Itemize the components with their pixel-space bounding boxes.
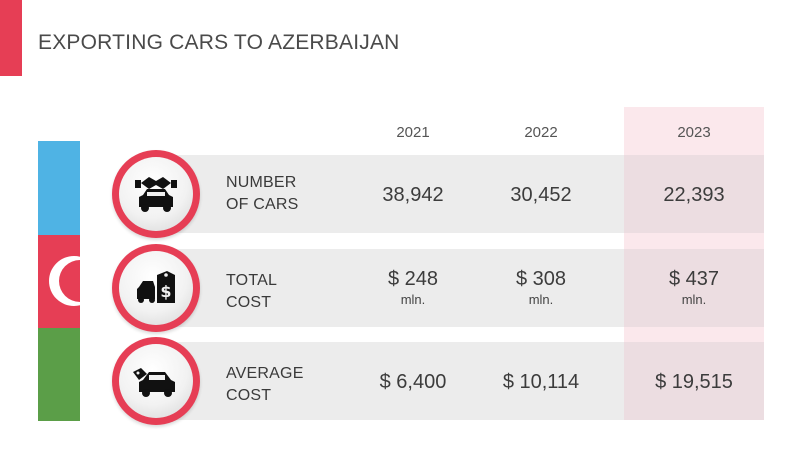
icon-circle [112, 337, 200, 425]
value-cell: 38,942 [382, 184, 444, 206]
row-highlight-cell [624, 249, 764, 327]
year-header-2023: 2023 [677, 124, 711, 141]
handshake-car-icon [135, 177, 177, 212]
value-cell: 22,393 [663, 184, 725, 206]
value-cell: $ 248 mln. [345, 268, 481, 307]
cars-price-tag-icon: $ [137, 271, 175, 303]
row-label-average-cost: AVERAGE COST [226, 365, 304, 404]
icon-circle: $ [112, 244, 200, 332]
value-cell: $ 308 mln. [473, 268, 609, 307]
crescent-icon [49, 256, 80, 306]
title-accent-bar [0, 0, 22, 76]
flag-green-band [38, 328, 80, 421]
row-average-cost [148, 342, 764, 420]
row-label-total-cost: TOTAL COST [226, 272, 278, 311]
row-total-cost [148, 249, 764, 327]
unit-label: mln. [400, 292, 426, 307]
icon-circle [112, 150, 200, 238]
unit-label: mln. [528, 292, 554, 307]
value-cell: $ 437 mln. [626, 268, 762, 307]
unit-label: mln. [681, 292, 707, 307]
value-cell: $ 6,400 [379, 371, 447, 393]
row-label-number-of-cars: NUMBER OF CARS [226, 174, 299, 213]
car-price-tag-icon [133, 368, 175, 397]
value-cell: $ 10,114 [502, 371, 580, 393]
row-number-of-cars [148, 155, 764, 233]
page-title: EXPORTING CARS TO AZERBAIJAN [38, 31, 400, 54]
year-header-2022: 2022 [524, 124, 558, 141]
row-highlight-cell [624, 342, 764, 420]
azerbaijan-flag [38, 141, 80, 421]
value-cell: 30,452 [510, 184, 572, 206]
year-header-2021: 2021 [396, 124, 430, 141]
flag-blue-band [38, 141, 80, 235]
row-highlight-cell [624, 155, 764, 233]
svg-text:$: $ [160, 282, 171, 301]
value-cell: $ 19,515 [655, 371, 733, 393]
